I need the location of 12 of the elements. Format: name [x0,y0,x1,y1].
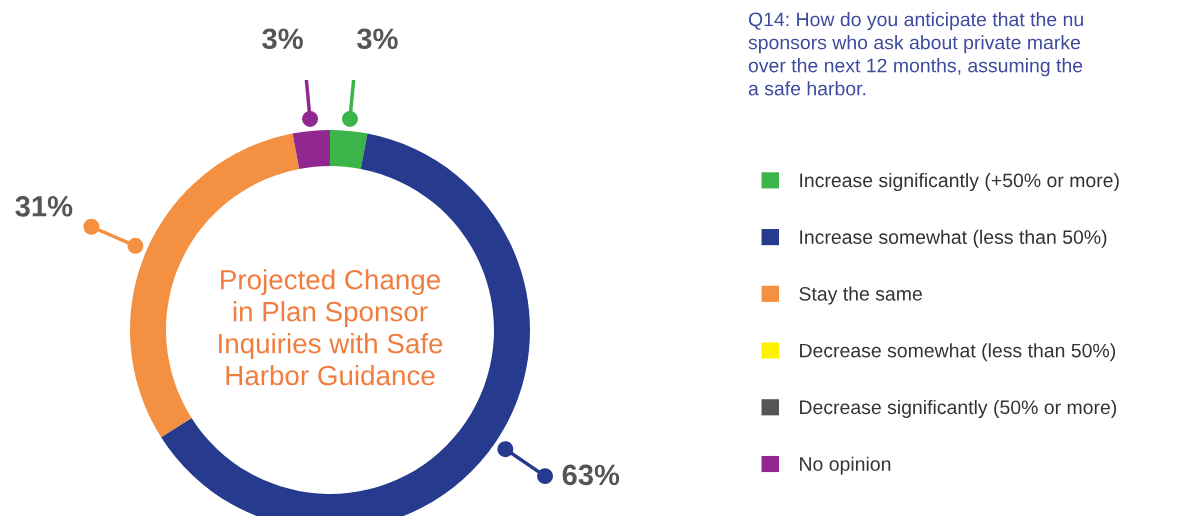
legend-label: Decrease significantly (50% or more) [800,399,1117,419]
data-label: 31% [15,195,73,217]
text: Q14: How do you anticipate that the nu sponsors who ask about private marke over the next 12 months, assuming the a safe harbor. [748,12,1083,96]
text: Projected Change in Plan Sponsor Inquiries with Safe Harbor Guidance [219,269,443,386]
legend-label: Decrease somewhat (less than 50%) [800,343,1116,362]
data-label: 3% [357,28,398,50]
data-label: 63% [562,464,620,486]
legend-label: No opinion [800,456,891,475]
legend-label: Increase significantly (+50% or more) [800,172,1119,192]
data-label: 3% [262,28,303,50]
legend-label: Increase somewhat (less than 50%) [800,229,1107,248]
legend-label: Stay the same [799,286,922,305]
